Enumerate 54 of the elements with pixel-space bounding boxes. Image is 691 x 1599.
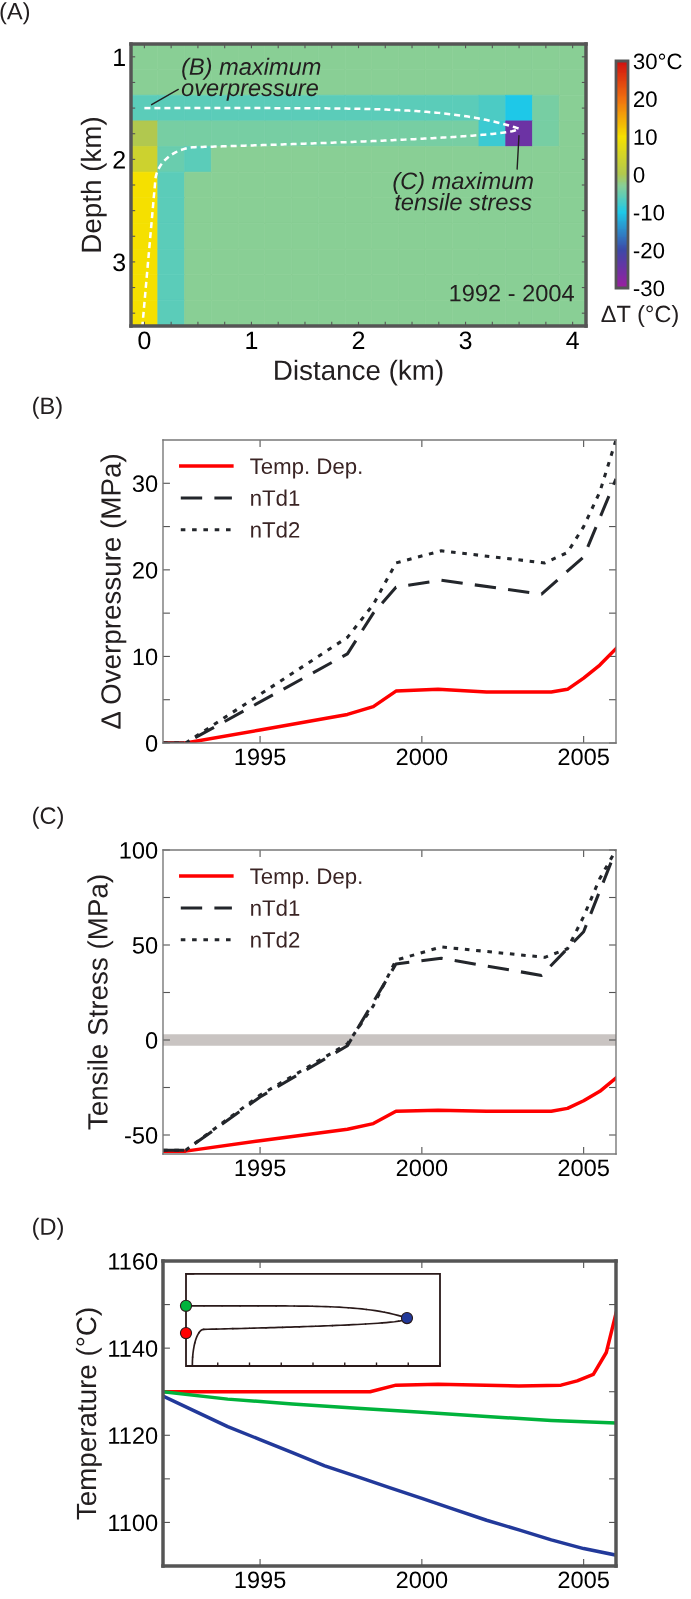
x-axis-title: Distance (km) [275, 359, 443, 386]
x-tick-label: 1 [246, 331, 258, 349]
x-tick-label: 2000 [396, 1571, 448, 1589]
legend-label: nTd2 [251, 931, 300, 948]
chart-title: (B) [33, 396, 62, 419]
y-tick-label: 30 [132, 475, 158, 493]
x-tick-label: 2005 [558, 1159, 609, 1177]
color-bar-label: -30 [633, 280, 665, 297]
chart-title: (A) [0, 2, 30, 25]
y-tick-label: 0 [145, 1032, 158, 1049]
annotation: 1992 - 2004 [450, 284, 574, 302]
color-bar-title: ΔT (°C) [601, 305, 678, 327]
legend-label: nTd1 [251, 899, 300, 916]
y-axis-title: Depth (km) [80, 118, 107, 252]
legend-label: nTd1 [251, 489, 300, 506]
y-tick-label: 1 [114, 48, 125, 66]
x-tick-label: 1995 [235, 1159, 286, 1177]
chart-title: (C) [33, 806, 63, 829]
color-bar-label: 20 [633, 91, 657, 108]
x-tick-label: 2000 [396, 748, 448, 766]
color-bar-label: 30°C [633, 53, 682, 70]
y-axis-title: Tensile Stress (MPa) [87, 875, 114, 1130]
legend-label: Temp. Dep. [250, 868, 362, 889]
y-axis-title: Δ Overpressure (MPa) [100, 455, 127, 729]
y-tick-label: 1160 [109, 1253, 158, 1270]
chart-title: (D) [33, 1217, 63, 1240]
y-tick-label: 20 [133, 561, 158, 579]
y-tick-label: -50 [125, 1127, 158, 1144]
annotation: (B) maximum overpressure [181, 57, 321, 101]
x-tick-label: 2005 [558, 748, 609, 766]
x-tick-label: 3 [459, 331, 472, 350]
x-tick-label: 2000 [396, 1159, 448, 1177]
y-tick-label: 3 [113, 253, 126, 272]
y-tick-label: 1100 [109, 1514, 158, 1532]
legend-label: nTd2 [251, 521, 300, 538]
color-bar-label: -10 [633, 204, 665, 221]
y-tick-label: 1120 [109, 1427, 158, 1445]
x-tick-label: 1995 [235, 1571, 286, 1589]
color-bar-label: -20 [633, 242, 665, 259]
y-tick-label: 0 [145, 735, 158, 752]
legend-label: Temp. Dep. [250, 458, 362, 479]
y-tick-label: 1140 [109, 1340, 158, 1357]
y-axis-title: Temperature (°C) [75, 1308, 102, 1520]
x-tick-label: 1995 [235, 748, 286, 766]
x-tick-label: 4 [566, 331, 579, 349]
color-bar-label: 0 [633, 167, 645, 183]
color-bar-label: 10 [634, 129, 657, 145]
x-tick-label: 2 [352, 331, 365, 349]
y-tick-label: 50 [132, 937, 158, 954]
y-tick-label: 10 [133, 648, 158, 666]
annotation: (C) maximum tensile stress [393, 171, 533, 211]
y-tick-label: 100 [120, 842, 158, 859]
y-tick-label: 2 [113, 150, 125, 169]
x-tick-label: 2005 [558, 1571, 609, 1589]
